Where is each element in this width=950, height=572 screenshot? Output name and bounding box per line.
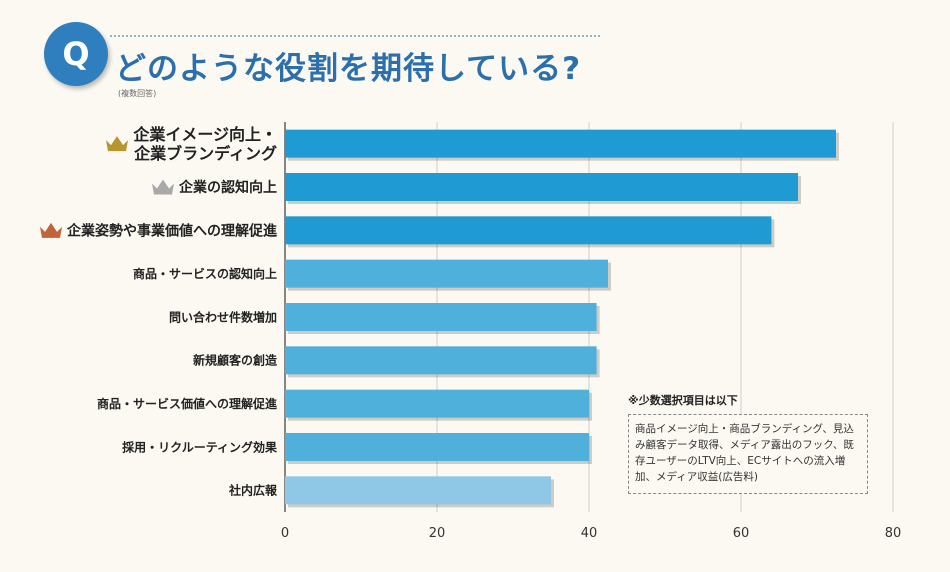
x-tick-label: 80 <box>885 526 902 541</box>
minority-items-text: 商品イメージ向上・商品ブランディング、見込み顧客データ取得、メディア露出のフック… <box>635 423 854 483</box>
category-label: 商品・サービス価値への理解促進 <box>97 396 278 411</box>
question-badge: Q <box>44 22 108 86</box>
category-label: 問い合わせ件数増加 <box>169 309 277 324</box>
x-tick-label: 40 <box>581 526 598 541</box>
dotted-divider <box>110 35 600 37</box>
x-tick-label: 0 <box>281 526 289 541</box>
category-label: 採用・リクルーティング効果 <box>122 439 277 454</box>
category-label: 企業姿勢や事業価値への理解促進 <box>66 222 277 239</box>
x-tick-label: 60 <box>733 526 750 541</box>
category-label: 企業の認知向上 <box>178 179 277 196</box>
bar <box>285 389 589 418</box>
rank-2-crown-icon <box>152 179 174 195</box>
x-tick-label: 20 <box>429 526 446 541</box>
minority-items-title: ※少数選択項目は以下 <box>628 394 738 407</box>
category-label: 企業イメージ向上・ <box>132 125 277 144</box>
bar <box>285 173 798 201</box>
bar <box>285 346 597 375</box>
rank-1-crown-icon <box>106 136 128 152</box>
bar <box>285 216 772 245</box>
bar <box>285 433 589 461</box>
bar <box>285 259 608 288</box>
minority-items-box: 商品イメージ向上・商品ブランディング、見込み顧客データ取得、メディア露出のフック… <box>628 414 868 494</box>
bar <box>285 129 836 158</box>
category-label: 商品・サービスの認知向上 <box>133 266 277 281</box>
rank-3-crown-icon <box>40 222 62 238</box>
category-label: 新規顧客の創造 <box>193 353 278 368</box>
bar <box>285 476 551 505</box>
category-label: 社内広報 <box>228 483 278 498</box>
category-label: 企業ブランディング <box>133 144 277 163</box>
question-title: どのような役割を期待している? <box>115 51 582 87</box>
header: Q どのような役割を期待している? (複数回答) <box>0 0 950 110</box>
bar <box>285 303 597 331</box>
multiple-answer-note: (複数回答) <box>118 89 157 98</box>
